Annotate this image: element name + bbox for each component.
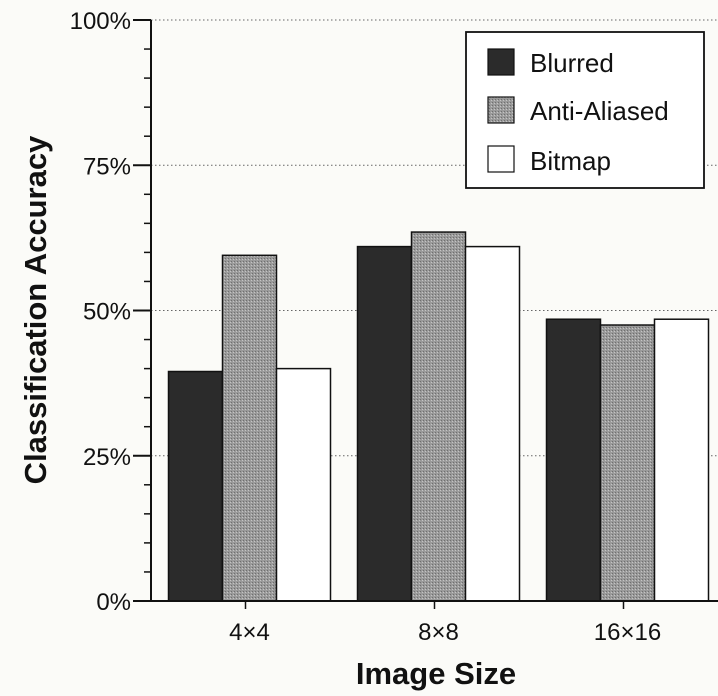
y-tick-label: 75% <box>83 153 131 180</box>
x-tick-label: 16×16 <box>594 619 661 646</box>
legend-swatch-bitmap <box>487 145 515 173</box>
legend: Blurred Anti-Aliased Bitmap <box>465 31 705 189</box>
y-tick-label: 25% <box>83 444 131 471</box>
x-tick-label: 8×8 <box>418 619 459 646</box>
y-ticks: 0% 25% 50% 75% 100% <box>70 8 151 616</box>
legend-label-bitmap: Bitmap <box>530 146 611 176</box>
bar-anti-aliased <box>221 254 278 602</box>
bar-bitmap <box>275 367 332 602</box>
legend-label-anti-aliased: Anti-Aliased <box>530 96 669 126</box>
bars <box>167 231 710 602</box>
bar-blurred <box>167 370 224 602</box>
x-axis-title: Image Size <box>356 656 516 691</box>
legend-label-blurred: Blurred <box>530 48 614 78</box>
bar-anti-aliased <box>410 231 467 602</box>
legend-swatch-anti-aliased <box>487 96 515 124</box>
bar-blurred <box>356 245 413 602</box>
x-ticks: 4×4 8×8 16×16 <box>229 601 661 646</box>
bar-blurred <box>545 318 602 602</box>
y-tick-label: 0% <box>96 589 131 616</box>
bar-anti-aliased <box>599 324 656 602</box>
legend-swatch-blurred <box>487 48 515 76</box>
bar-bitmap <box>464 245 521 602</box>
x-tick-label: 4×4 <box>229 619 270 646</box>
bar-bitmap <box>653 318 710 602</box>
y-tick-label: 50% <box>83 299 131 326</box>
y-tick-label: 100% <box>70 8 131 35</box>
y-axis-title: Classification Accuracy <box>18 135 53 484</box>
